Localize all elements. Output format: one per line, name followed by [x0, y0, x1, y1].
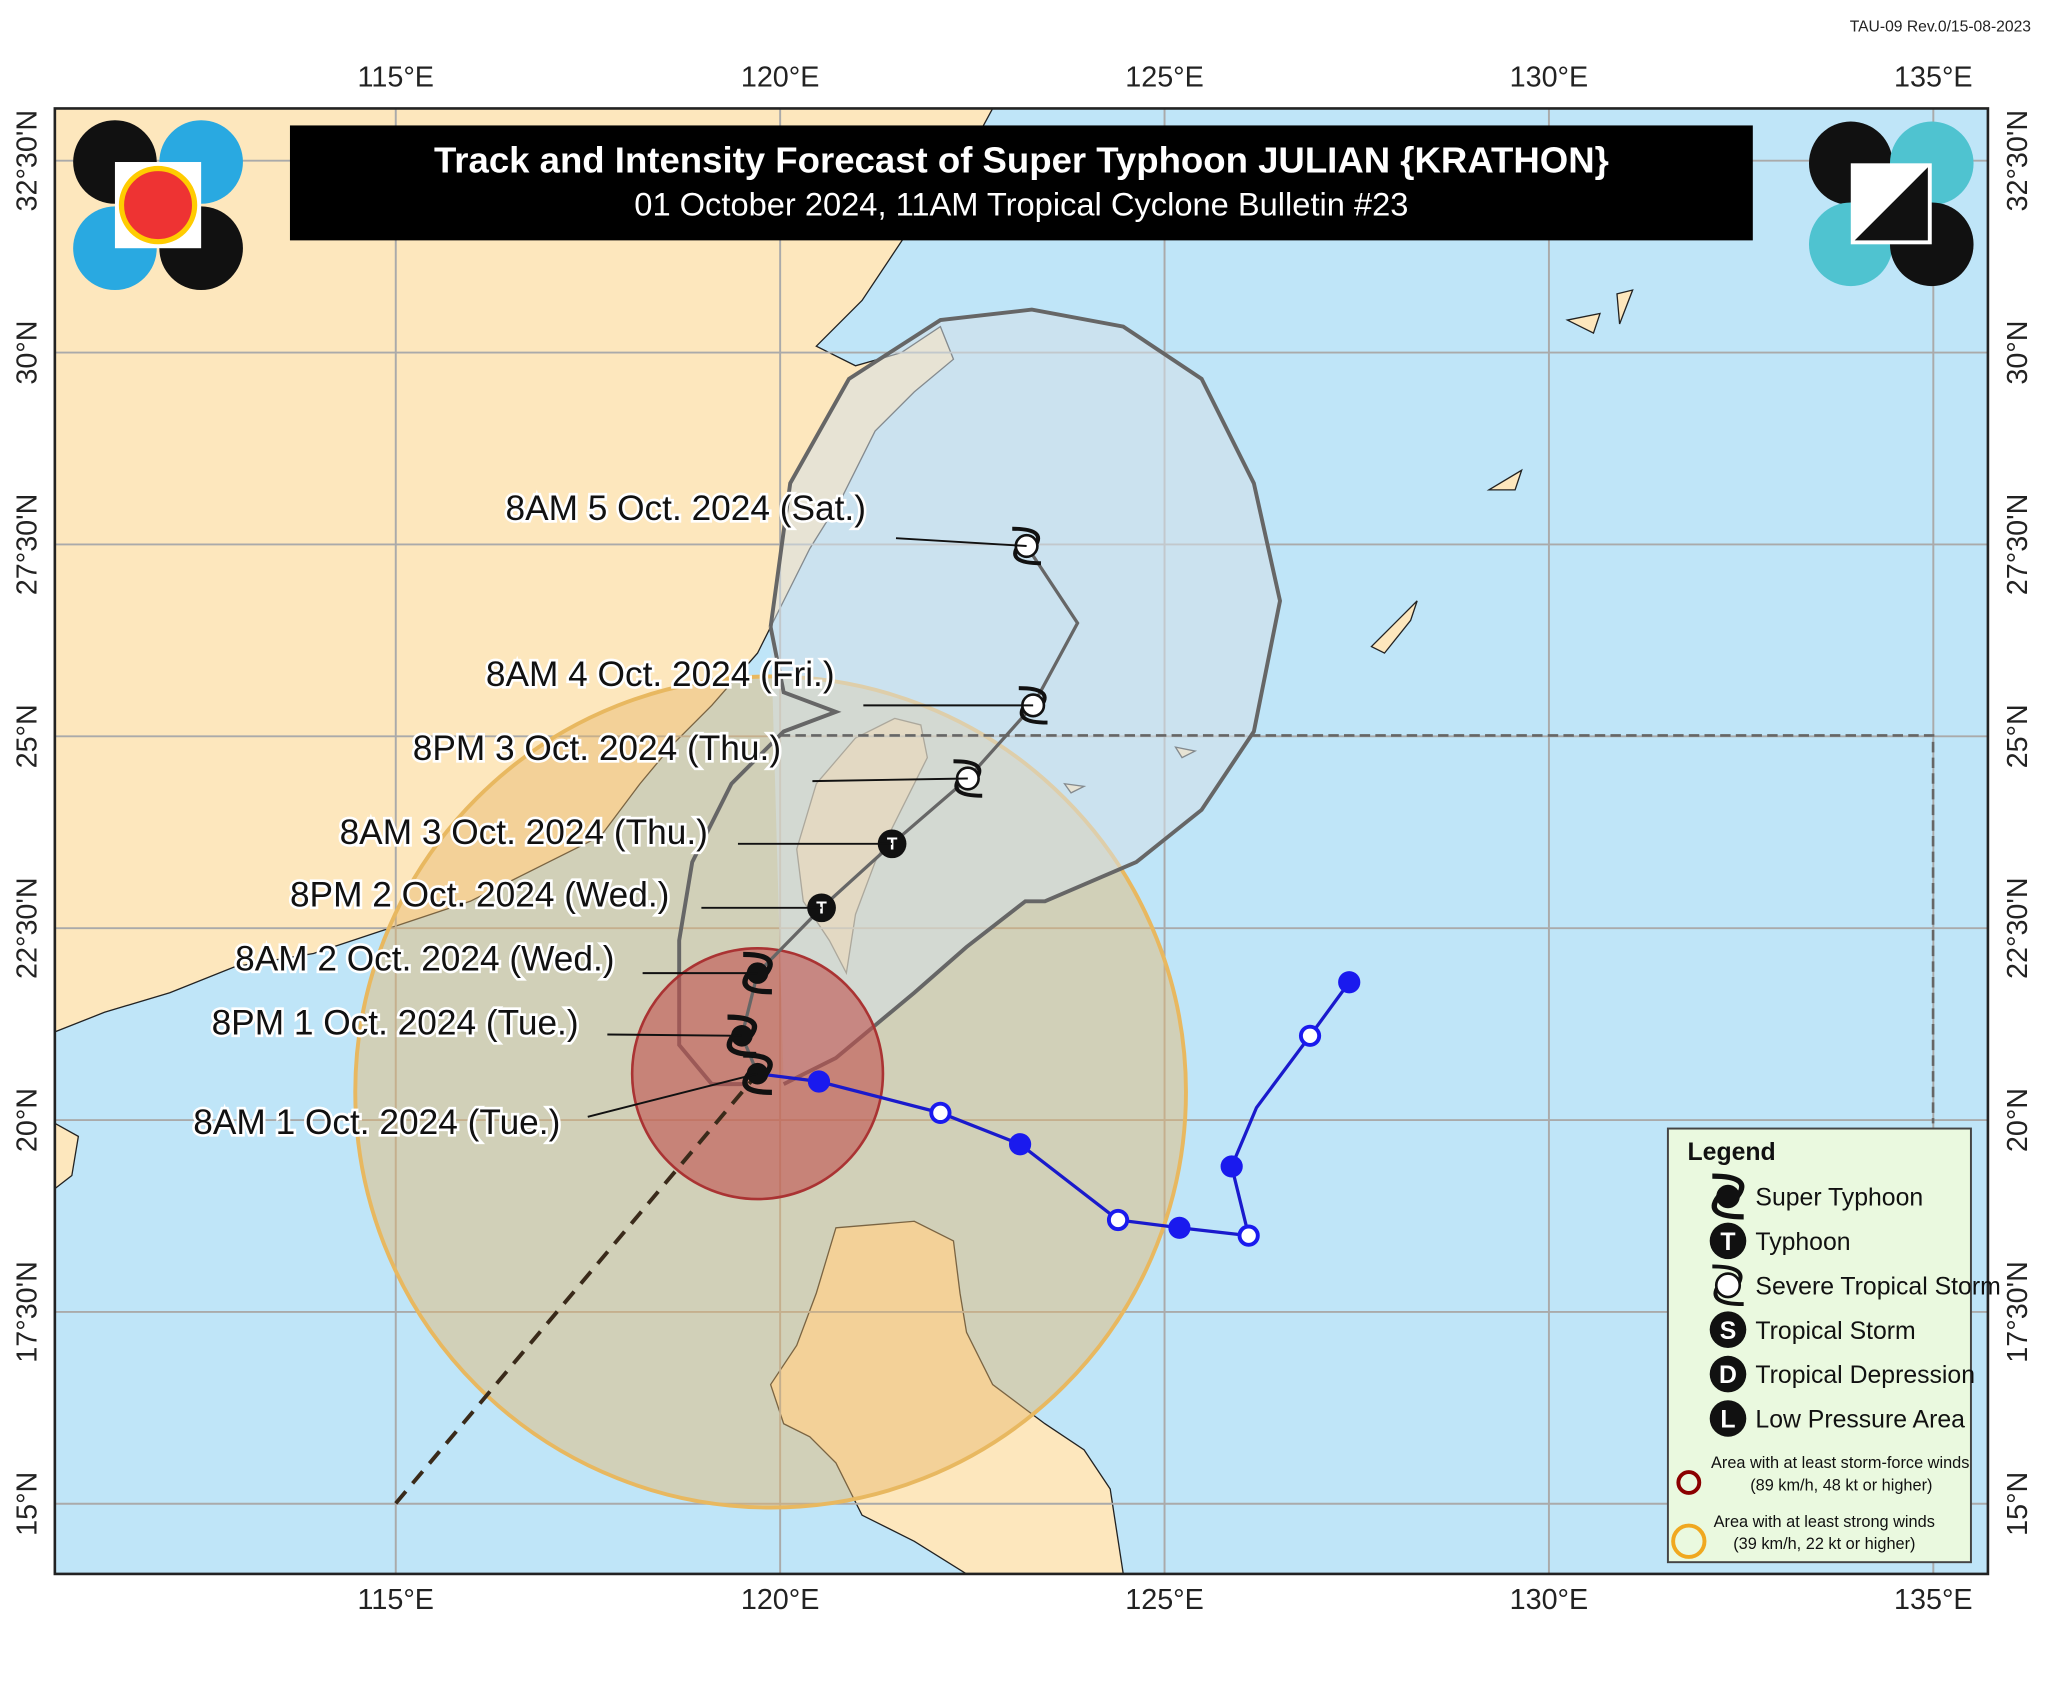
lat-label-left: 20°N [12, 1088, 44, 1152]
map-area: TT [54, 108, 1988, 1574]
lon-label-bottom: 120°E [741, 1584, 820, 1616]
forecast-label: 8AM 5 Oct. 2024 (Sat.) [505, 489, 865, 528]
lat-label-left: 22°30'N [12, 877, 44, 979]
forecast-positions: TT [726, 526, 1048, 1095]
islands [1063, 289, 1634, 794]
lon-label-top: 125°E [1125, 61, 1204, 93]
lat-label-left: 27°30'N [12, 494, 44, 596]
legend-symbol [1709, 1355, 1747, 1393]
legend-label: Tropical Storm [1755, 1318, 1915, 1345]
hainan [54, 1122, 80, 1190]
label-leader [812, 777, 968, 783]
title-box [289, 125, 1753, 241]
super-typhoon-symbol [1716, 1184, 1740, 1209]
legend-symbol-letter: L [1720, 1407, 1735, 1434]
past-position [1237, 1224, 1260, 1247]
legend-area-line2: (89 km/h, 48 kt or higher) [1750, 1476, 1932, 1494]
legend-title: Legend [1688, 1139, 1776, 1166]
lat-label-right: 27°30'N [2002, 494, 2034, 596]
legend-symbol-letter: S [1720, 1318, 1737, 1345]
lon-label-bottom: 125°E [1125, 1584, 1204, 1616]
label-leader [607, 1033, 742, 1037]
past-position [1008, 1133, 1032, 1156]
forecast-label: 8PM 2 Oct. 2024 (Wed.) [290, 876, 669, 915]
sts-symbol [1714, 1272, 1742, 1299]
legend-area-line1: Area with at least storm-force winds [1711, 1454, 1969, 1472]
lat-label-right: 25°N [2002, 704, 2034, 768]
forecast-label: 8PM 1 Oct. 2024 (Tue.) [212, 1004, 579, 1043]
legend: Legend Super Typhoon T Typhoon Severe Tropi… [1666, 1127, 2001, 1564]
super-typhoon-symbol [1711, 1173, 1745, 1220]
dost-logo [1808, 121, 1974, 287]
legend-symbol [1709, 1400, 1747, 1437]
forecast-label: 8AM 4 Oct. 2024 (Fri.) [486, 655, 835, 694]
lon-label-bottom: 115°E [358, 1584, 434, 1616]
legend-label: Severe Tropical Storm [1755, 1273, 2000, 1300]
luzon [769, 1220, 1124, 1574]
label-leader [587, 1072, 758, 1118]
legend-symbol-letter: D [1719, 1362, 1737, 1389]
lat-label-left: 17°30'N [12, 1261, 44, 1363]
past-position [1106, 1208, 1130, 1232]
legend-label: Typhoon [1755, 1229, 1850, 1256]
typhoon-symbol-letter: T [887, 834, 898, 854]
past-position [1220, 1155, 1243, 1178]
lon-label-bottom: 135°E [1894, 1584, 1973, 1616]
lon-label-top: 120°E [741, 61, 820, 93]
lat-label-left: 15°N [12, 1472, 44, 1536]
lon-label-bottom: 130°E [1510, 1584, 1589, 1616]
past-position [929, 1101, 952, 1124]
forecast-label: 8AM 1 Oct. 2024 (Tue.) [193, 1103, 560, 1142]
lon-label-top: 135°E [1894, 61, 1973, 93]
lat-label-right: 15°N [2002, 1472, 2034, 1536]
legend-label: Super Typhoon [1755, 1185, 1923, 1212]
legend-area-symbol [1676, 1470, 1702, 1495]
lat-label-right: 22°30'N [2002, 877, 2034, 979]
label-leader [895, 537, 1027, 547]
forecast-label: 8AM 3 Oct. 2024 (Thu.) [340, 813, 708, 852]
super-typhoon-symbol [742, 951, 773, 995]
past-track-dashed [394, 1072, 760, 1505]
legend-area-line1: Area with at least strong winds [1714, 1513, 1935, 1531]
typhoon-symbol-letter: T [816, 898, 827, 918]
legend-label: Tropical Depression [1755, 1362, 1975, 1389]
forecast-label: 8PM 3 Oct. 2024 (Thu.) [413, 729, 781, 768]
map-frame [53, 107, 1990, 1576]
lat-label-left: 30°N [12, 320, 44, 384]
legend-label: Low Pressure Area [1755, 1407, 1965, 1434]
past-positions [807, 971, 1361, 1247]
forecast-label: 8AM 2 Oct. 2024 (Wed.) [235, 940, 614, 979]
legend-symbol-letter: T [1720, 1229, 1735, 1256]
lat-label-right: 32°30'N [2002, 110, 2034, 212]
lat-label-right: 17°30'N [2002, 1261, 2034, 1363]
legend-symbol [1709, 1311, 1747, 1348]
pagasa-logo [73, 120, 243, 291]
legend-area-line2: (39 km/h, 22 kt or higher) [1733, 1535, 1915, 1553]
axis-labels: 115°E 115°E 120°E 120°E 125°E 125°E 130°E 130°E… [12, 61, 2035, 1616]
lat-label-right: 30°N [2002, 320, 2034, 384]
lat-label-left: 25°N [12, 704, 44, 768]
lat-label-right: 20°N [2002, 1088, 2034, 1152]
legend-symbol [1709, 1222, 1747, 1260]
legend-area-symbol [1671, 1523, 1707, 1559]
past-position [1298, 1024, 1322, 1047]
past-position [807, 1070, 831, 1093]
title: Track and Intensity Forecast of Super Ty… [434, 139, 1609, 180]
lat-label-left: 32°30'N [12, 110, 44, 212]
lon-label-top: 115°E [358, 61, 434, 93]
past-position [1168, 1216, 1191, 1239]
par-boundary [779, 734, 1935, 1124]
subtitle: 01 October 2024, 11AM Tropical Cyclone B… [634, 186, 1408, 223]
forecast-labels: 8AM 1 Oct. 2024 (Tue.) 8PM 1 Oct. 2024 (T… [191, 486, 1034, 1144]
lon-label-top: 130°E [1510, 61, 1589, 93]
past-position [1338, 971, 1361, 994]
document-code: TAU-09 Rev.0/15-08-2023 [1850, 18, 2032, 35]
super-typhoon-symbol [726, 1014, 758, 1058]
